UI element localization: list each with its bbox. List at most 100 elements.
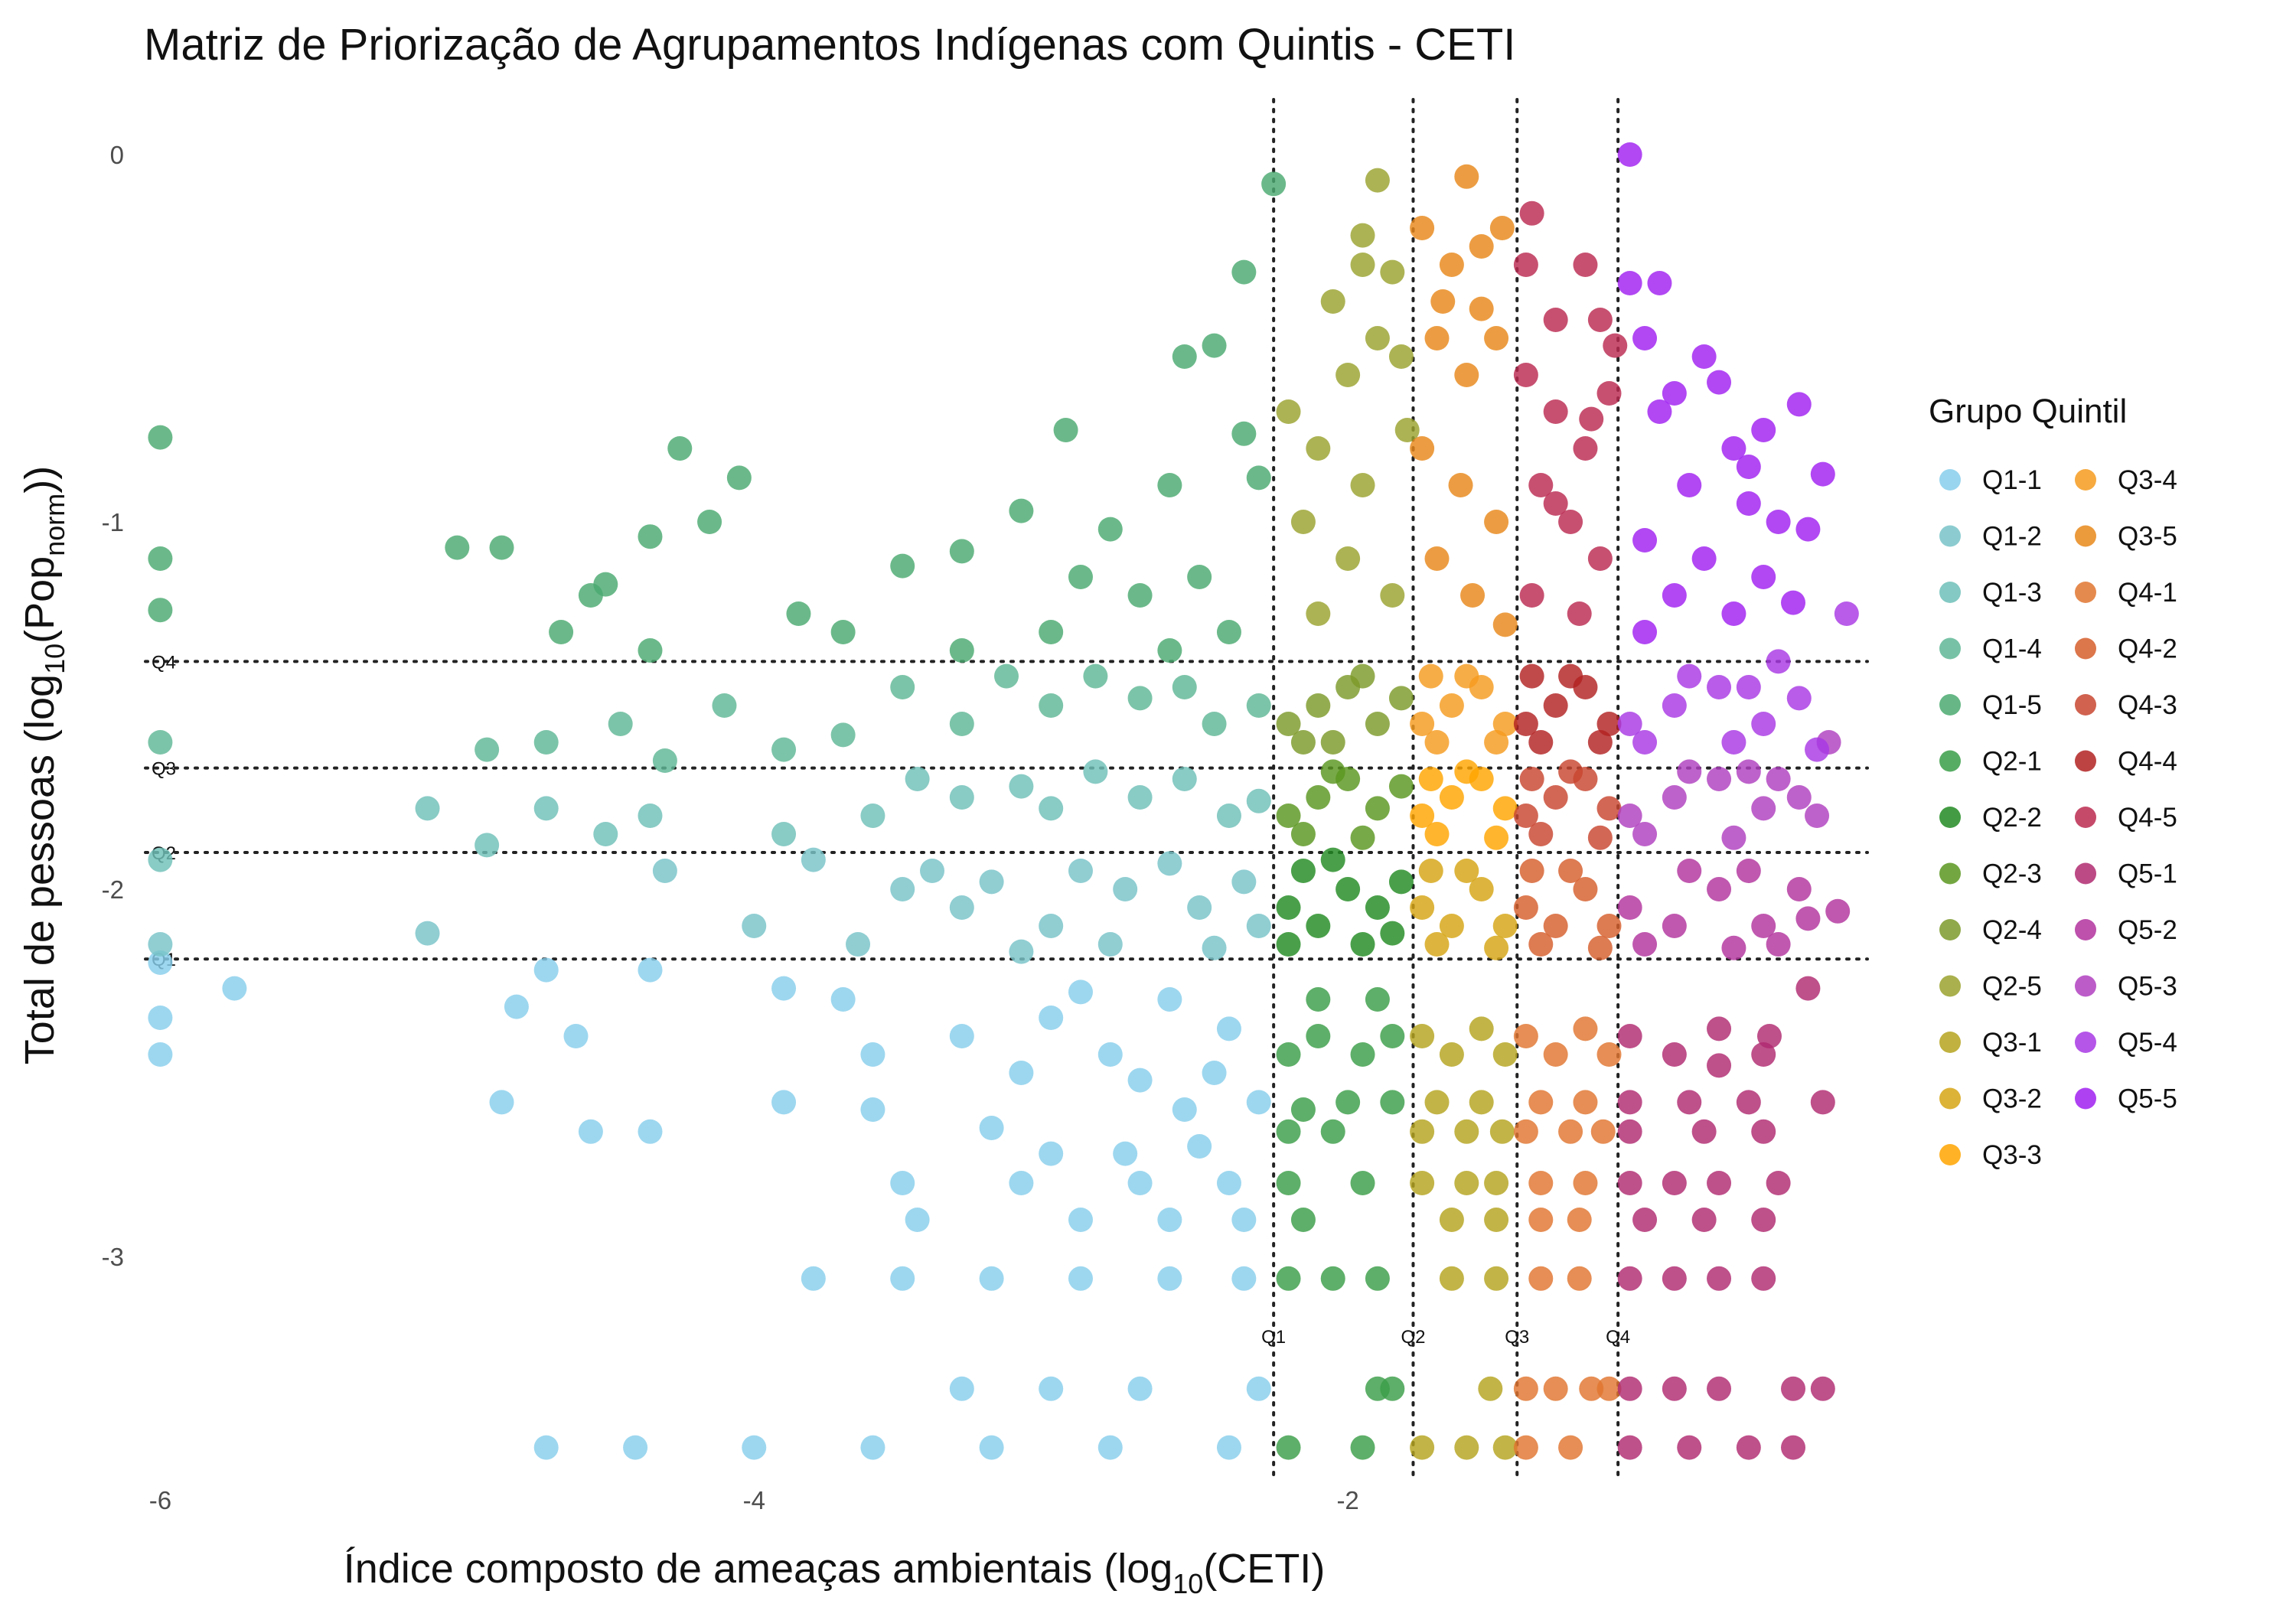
data-point [1543, 914, 1568, 938]
legend-swatch [2075, 694, 2096, 715]
data-point [475, 737, 500, 762]
data-point [1439, 1042, 1464, 1067]
data-point [1596, 1376, 1622, 1401]
data-point [1662, 1376, 1687, 1401]
data-point [1573, 877, 1598, 901]
data-point [905, 767, 930, 791]
data-point [1513, 895, 1538, 920]
data-point [1454, 1435, 1479, 1460]
data-point [1083, 663, 1108, 689]
y-quantile-label: Q3 [152, 759, 176, 780]
data-point [1306, 914, 1331, 938]
data-point [1231, 869, 1257, 895]
legend-swatch [1939, 1032, 1961, 1053]
data-point [1721, 436, 1746, 461]
data-point [1439, 1208, 1464, 1232]
data-point [890, 675, 915, 699]
data-point [949, 785, 974, 810]
legend-swatch [2075, 807, 2096, 828]
data-point [1736, 455, 1761, 479]
data-point [1172, 344, 1197, 369]
data-point [1439, 914, 1464, 938]
data-point [1380, 1024, 1405, 1048]
data-point [1810, 1090, 1835, 1115]
data-point [1543, 693, 1568, 718]
data-point [1410, 712, 1435, 736]
x-axis-ticks: -6 -4 -2 [149, 1486, 1359, 1514]
data-point [697, 510, 722, 534]
data-point [1632, 932, 1658, 957]
data-point [1805, 804, 1830, 828]
data-point [712, 693, 737, 718]
data-point [1246, 914, 1271, 938]
data-point [148, 730, 173, 755]
data-point [148, 932, 173, 957]
data-point [148, 950, 173, 975]
data-point [1513, 253, 1538, 277]
legend-swatch [1939, 637, 1961, 660]
data-point [1290, 822, 1316, 846]
data-point [949, 539, 974, 564]
data-point [1632, 1208, 1658, 1232]
data-point [1647, 399, 1672, 424]
data-point [1781, 1376, 1806, 1401]
data-point [1786, 785, 1812, 810]
legend-swatch [2075, 525, 2096, 547]
legend-label: Q1-2 [1982, 522, 2042, 552]
data-point [801, 1266, 826, 1291]
data-point [1519, 859, 1544, 883]
data-point [1172, 1097, 1197, 1122]
data-point [1786, 686, 1812, 711]
data-point [1460, 583, 1486, 608]
data-point [1231, 259, 1257, 285]
data-point [1276, 1435, 1301, 1460]
data-point [1336, 546, 1361, 571]
data-point [1039, 1006, 1064, 1030]
data-point [1795, 517, 1821, 542]
legend-label: Q3-3 [1982, 1140, 2042, 1170]
data-point [1157, 1208, 1182, 1232]
data-point [1410, 1171, 1435, 1195]
data-point [1469, 296, 1494, 321]
data-point [1394, 418, 1420, 442]
legend-swatch [2075, 862, 2096, 885]
x-tick-label: -6 [149, 1486, 171, 1514]
data-point [1519, 767, 1544, 791]
y-tick-label: -3 [102, 1243, 124, 1271]
data-point [1365, 895, 1390, 920]
legend-label: Q4-2 [2118, 634, 2177, 664]
data-point [1484, 1266, 1509, 1291]
data-point [726, 465, 752, 491]
data-point [949, 1376, 974, 1401]
data-point [1306, 1024, 1331, 1048]
data-point [667, 436, 693, 461]
chart-title: Matriz de Priorização de Agrupamentos In… [144, 20, 1515, 70]
data-point [148, 425, 173, 450]
data-point [979, 1266, 1004, 1291]
data-point [771, 976, 797, 1001]
data-point [1469, 877, 1494, 901]
data-point [1068, 565, 1093, 589]
legend-swatch [2075, 1087, 2096, 1110]
data-point [742, 1435, 767, 1460]
data-point [1805, 737, 1830, 762]
data-point [1424, 932, 1450, 957]
data-point [1492, 712, 1518, 736]
data-point [593, 822, 618, 846]
data-point [148, 1006, 173, 1030]
x-quantile-label: Q1 [1261, 1327, 1286, 1348]
data-point [1350, 1435, 1375, 1460]
data-point [1596, 1042, 1622, 1067]
data-point [1388, 344, 1414, 369]
data-point [1039, 1141, 1064, 1166]
data-point [1662, 1042, 1687, 1067]
data-point [1721, 825, 1746, 850]
data-point [1306, 601, 1331, 626]
data-point [1430, 289, 1456, 314]
data-point [1127, 583, 1153, 608]
data-point [1543, 399, 1568, 424]
data-point [1172, 675, 1197, 699]
data-point [1751, 914, 1776, 938]
data-point [1276, 1266, 1301, 1291]
legend-swatch [1939, 1144, 1961, 1165]
